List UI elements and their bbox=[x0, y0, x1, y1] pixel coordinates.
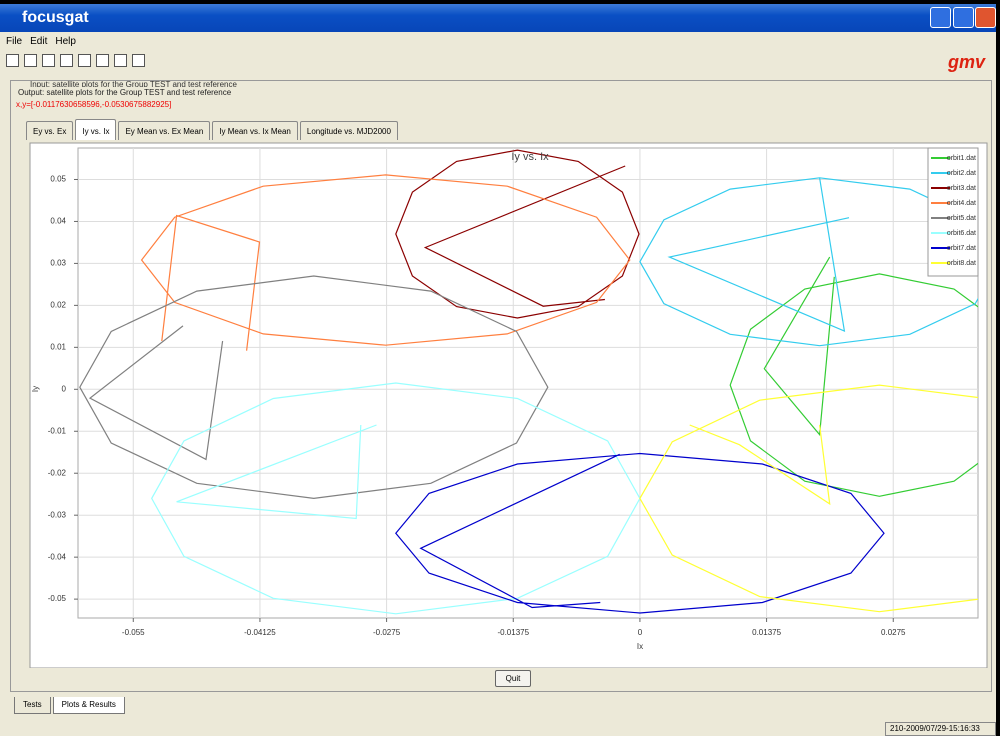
tab[interactable]: Iy vs. Ix bbox=[75, 119, 117, 140]
y-tick-label: -0.02 bbox=[48, 468, 67, 477]
legend-label: orbit2.dat bbox=[947, 170, 976, 177]
tool-icon[interactable] bbox=[42, 54, 55, 67]
series-line bbox=[395, 452, 885, 614]
tab-bar: Ey vs. Ex Iy vs. Ix Ey Mean vs. Ex Mean … bbox=[26, 119, 400, 140]
y-tick-label: -0.01 bbox=[48, 426, 67, 435]
legend-label: orbit6.dat bbox=[947, 230, 976, 237]
legend-label: orbit5.dat bbox=[947, 215, 976, 222]
x-axis-label: Ix bbox=[637, 642, 643, 651]
window-title: focusgat bbox=[22, 9, 89, 26]
tool-icon[interactable] bbox=[6, 54, 19, 67]
series-line bbox=[395, 149, 640, 319]
series-line bbox=[140, 174, 631, 351]
menu-item[interactable]: Edit bbox=[30, 36, 48, 47]
legend-label: orbit1.dat bbox=[947, 155, 976, 162]
tab[interactable]: Longitude vs. MJD2000 bbox=[299, 121, 398, 140]
tab[interactable]: Tests bbox=[14, 697, 51, 714]
y-tick-label: 0.01 bbox=[50, 342, 66, 351]
toolbar bbox=[6, 54, 150, 70]
tool-icon[interactable] bbox=[60, 54, 73, 67]
legend-label: orbit4.dat bbox=[947, 200, 976, 207]
input-label: Input: satellite plots for the Group TES… bbox=[30, 80, 237, 87]
tab[interactable]: Iy Mean vs. Ix Mean bbox=[212, 121, 298, 140]
y-axis-label: Iy bbox=[31, 386, 40, 392]
tab[interactable]: Ey vs. Ex bbox=[26, 121, 74, 140]
tool-icon[interactable] bbox=[96, 54, 109, 67]
y-tick-label: 0.05 bbox=[50, 175, 66, 184]
x-tick-label: 0 bbox=[638, 628, 643, 637]
menu-item[interactable]: Help bbox=[55, 36, 76, 47]
series-line bbox=[729, 256, 978, 497]
series-line bbox=[79, 275, 549, 500]
y-tick-label: 0.04 bbox=[50, 217, 66, 226]
legend-label: orbit3.dat bbox=[947, 185, 976, 192]
legend-box bbox=[927, 147, 979, 277]
chart-title: Iy vs. Ix bbox=[511, 151, 549, 163]
x-tick-label: 0.0275 bbox=[881, 628, 906, 637]
y-tick-label: -0.05 bbox=[48, 594, 67, 603]
panel bbox=[10, 80, 992, 692]
minimize-button[interactable] bbox=[930, 7, 951, 28]
tool-icon[interactable] bbox=[114, 54, 127, 67]
y-tick-label: 0 bbox=[62, 384, 67, 393]
chart: -0.055 -0.04125 -0.0275 -0.01375 0 0.01375 0.0… bbox=[29, 142, 988, 668]
title-bar: focusgat bbox=[0, 4, 996, 32]
series-line bbox=[151, 382, 641, 615]
menu-bar: File Edit Help bbox=[6, 36, 84, 47]
coordinates: x,y=[-0.0117630658596,-0.0530675882925] bbox=[16, 100, 172, 109]
bottom-tab-bar: Tests Plots & Results bbox=[14, 697, 127, 714]
x-tick-label: -0.055 bbox=[122, 628, 145, 637]
tab[interactable]: Plots & Results bbox=[52, 697, 125, 714]
output-label: Output: satellite plots for the Group TE… bbox=[16, 88, 234, 97]
x-tick-label: -0.01375 bbox=[497, 628, 529, 637]
maximize-button[interactable] bbox=[953, 7, 974, 28]
x-tick-label: -0.0275 bbox=[373, 628, 401, 637]
quit-button[interactable]: Quit bbox=[495, 670, 531, 687]
legend-label: orbit7.dat bbox=[947, 245, 976, 252]
x-tick-label: 0.01375 bbox=[752, 628, 781, 637]
series-line bbox=[639, 177, 978, 347]
tab[interactable]: Ey Mean vs. Ex Mean bbox=[118, 121, 211, 140]
status-bar: 210-2009/07/29-15:16:33 bbox=[885, 722, 996, 736]
x-tick-label: -0.04125 bbox=[244, 628, 276, 637]
legend-label: orbit8.dat bbox=[947, 260, 976, 267]
logo: gmv bbox=[948, 52, 986, 72]
y-tick-label: -0.04 bbox=[48, 552, 67, 561]
menu-item[interactable]: File bbox=[6, 36, 23, 47]
tool-icon[interactable] bbox=[24, 54, 37, 67]
y-tick-label: 0.03 bbox=[50, 259, 66, 268]
y-tick-label: 0.02 bbox=[50, 300, 66, 309]
y-tick-label: -0.03 bbox=[48, 510, 67, 519]
tool-icon[interactable] bbox=[78, 54, 91, 67]
tool-icon[interactable] bbox=[132, 54, 145, 67]
series-line bbox=[639, 384, 978, 613]
close-button[interactable] bbox=[975, 7, 996, 28]
